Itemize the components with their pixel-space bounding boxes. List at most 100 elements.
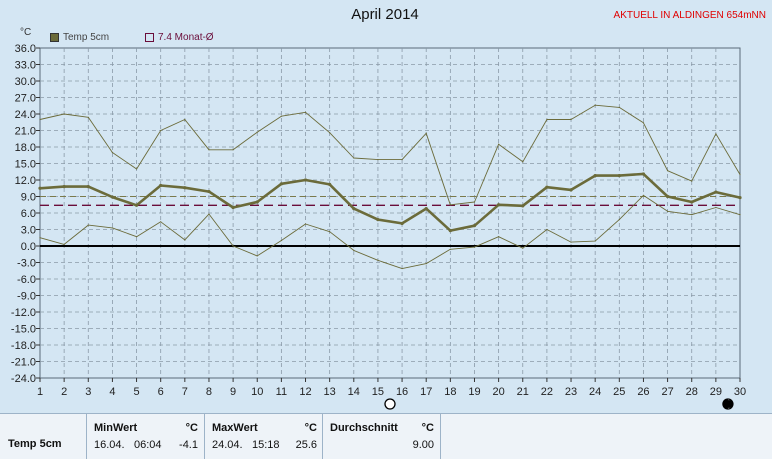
x-tick-label: 21 bbox=[517, 386, 529, 398]
x-tick-label: 20 bbox=[492, 386, 504, 398]
data-point-mean bbox=[641, 172, 646, 176]
series-line-max bbox=[39, 104, 741, 206]
data-point-max bbox=[87, 116, 89, 118]
data-point-mean bbox=[303, 178, 308, 182]
y-tick-label: -9.0 bbox=[17, 291, 36, 303]
x-tick-label: 12 bbox=[299, 386, 311, 398]
y-tick-label: 21.0 bbox=[15, 126, 36, 138]
stats-avg-header: Durchschnitt bbox=[330, 422, 398, 434]
data-point-mean bbox=[255, 200, 259, 204]
data-point-mean bbox=[159, 183, 163, 188]
y-tick-label: 0.0 bbox=[21, 241, 36, 253]
data-point-max bbox=[184, 118, 186, 121]
data-point-max bbox=[377, 159, 379, 161]
data-point-max bbox=[135, 168, 138, 170]
data-point-min bbox=[666, 210, 669, 212]
data-point-max bbox=[160, 129, 162, 132]
stats-min-time: 06:04 bbox=[134, 439, 162, 451]
legend-item-temp: Temp 5cm bbox=[50, 32, 109, 43]
x-tick-label: 28 bbox=[686, 386, 698, 398]
stats-max-time: 15:18 bbox=[252, 439, 280, 451]
data-point-mean bbox=[352, 207, 356, 211]
data-point-max bbox=[666, 170, 669, 172]
x-tick-label: 26 bbox=[637, 386, 649, 398]
data-point-mean bbox=[497, 203, 501, 207]
stats-min-value: -4.1 bbox=[179, 439, 198, 451]
data-point-mean bbox=[279, 182, 283, 186]
data-point-max bbox=[522, 161, 524, 163]
data-point-mean bbox=[134, 203, 139, 207]
stats-max-value: 25.6 bbox=[295, 439, 317, 451]
x-tick-label: 24 bbox=[589, 386, 601, 398]
x-tick-label: 9 bbox=[230, 386, 236, 398]
x-tick-label: 11 bbox=[276, 386, 287, 398]
stats-max-header: MaxWert bbox=[212, 422, 258, 434]
data-point-min bbox=[135, 236, 138, 238]
data-point-min bbox=[715, 206, 717, 209]
data-point-max bbox=[232, 149, 234, 151]
y-tick-label: -6.0 bbox=[17, 274, 36, 286]
page-title: April 2014 bbox=[351, 6, 419, 23]
x-tick-label: 7 bbox=[182, 386, 188, 398]
x-tick-label: 15 bbox=[372, 386, 384, 398]
data-point-min bbox=[691, 214, 693, 216]
data-point-max bbox=[715, 133, 717, 135]
data-point-max bbox=[594, 104, 596, 106]
data-point-mean bbox=[424, 207, 428, 211]
data-point-max bbox=[208, 149, 210, 151]
legend-swatch-temp bbox=[50, 33, 59, 42]
y-tick-label: 36.0 bbox=[15, 43, 36, 55]
data-point-mean bbox=[569, 188, 573, 192]
y-tick-label: -12.0 bbox=[11, 307, 36, 319]
data-point-max bbox=[570, 118, 572, 121]
y-tick-label: 30.0 bbox=[15, 76, 36, 88]
y-tick-label: 3.0 bbox=[21, 225, 36, 237]
data-point-min bbox=[473, 246, 476, 248]
data-point-max bbox=[642, 122, 645, 124]
y-tick-label: -18.0 bbox=[11, 340, 36, 352]
stats-min-header: MinWert bbox=[94, 422, 138, 434]
data-point-mean bbox=[400, 221, 404, 226]
data-point-mean bbox=[521, 204, 525, 208]
y-tick-label: 12.0 bbox=[15, 175, 36, 187]
data-point-mean bbox=[690, 200, 694, 204]
y-tick-label: 6.0 bbox=[21, 208, 36, 220]
data-point-mean bbox=[738, 196, 742, 200]
data-point-max bbox=[498, 143, 500, 145]
x-tick-label: 3 bbox=[85, 386, 91, 398]
data-point-max bbox=[691, 180, 693, 182]
y-tick-label: -21.0 bbox=[11, 357, 36, 369]
new-moon-fill bbox=[724, 400, 733, 408]
data-point-max bbox=[739, 173, 741, 176]
location-badge: AKTUELL IN ALDINGEN 654mNN bbox=[613, 10, 766, 21]
data-point-max bbox=[256, 131, 258, 133]
data-point-mean bbox=[593, 174, 597, 178]
data-point-max bbox=[304, 111, 307, 113]
data-point-min bbox=[642, 194, 645, 196]
x-tick-label: 29 bbox=[710, 386, 722, 398]
data-point-min bbox=[39, 237, 41, 239]
y-tick-label: -15.0 bbox=[11, 324, 36, 336]
x-tick-label: 22 bbox=[541, 386, 553, 398]
data-point-max bbox=[329, 132, 331, 134]
data-point-min bbox=[425, 263, 427, 265]
y-tick-label: -3.0 bbox=[17, 258, 36, 270]
stats-min-date: 16.04. bbox=[94, 439, 125, 451]
data-point-min bbox=[498, 236, 500, 238]
x-tick-label: 13 bbox=[324, 386, 336, 398]
x-tick-label: 10 bbox=[251, 386, 263, 398]
y-tick-label: 24.0 bbox=[15, 109, 36, 121]
data-point-mean bbox=[86, 185, 90, 189]
data-point-mean bbox=[328, 182, 332, 186]
data-point-mean bbox=[617, 174, 621, 178]
data-point-max bbox=[39, 118, 41, 121]
x-tick-label: 23 bbox=[565, 386, 577, 398]
stats-row-label-cell: Temp 5cm bbox=[0, 414, 87, 459]
data-point-min bbox=[208, 213, 210, 215]
stats-max-cell: MaxWert °C 24.04. 15:18 25.6 bbox=[205, 414, 323, 459]
x-tick-label: 4 bbox=[109, 386, 115, 398]
data-point-max bbox=[353, 157, 355, 159]
y-tick-label: 18.0 bbox=[15, 142, 36, 154]
x-tick-label: 30 bbox=[734, 386, 746, 398]
data-point-min bbox=[546, 228, 548, 231]
